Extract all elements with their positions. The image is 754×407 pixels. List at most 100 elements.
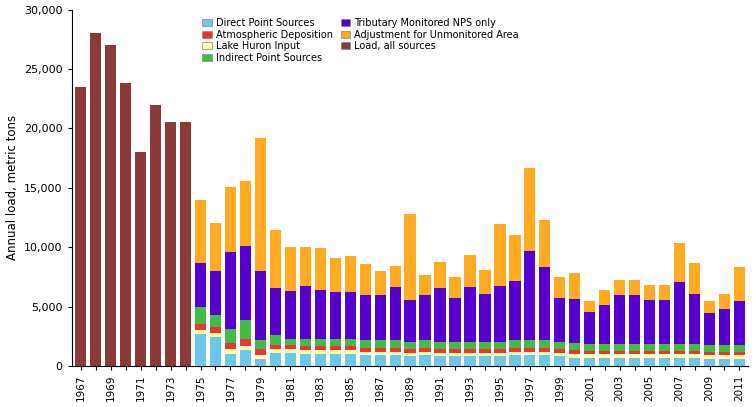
Bar — [329, 339, 341, 346]
Bar — [449, 357, 461, 366]
Bar — [240, 350, 251, 366]
Bar — [614, 280, 625, 295]
Bar — [509, 281, 520, 340]
Y-axis label: Annual load, metric tons: Annual load, metric tons — [5, 115, 19, 260]
Bar — [554, 349, 566, 353]
Bar — [689, 351, 700, 354]
Bar — [225, 329, 236, 344]
Bar — [404, 214, 415, 300]
Bar — [449, 353, 461, 357]
Bar — [719, 355, 730, 359]
Bar — [674, 358, 685, 366]
Bar — [569, 358, 581, 366]
Bar — [644, 285, 655, 300]
Bar — [539, 348, 550, 352]
Bar — [659, 285, 670, 300]
Bar — [390, 340, 400, 348]
Bar — [524, 352, 535, 355]
Bar — [719, 359, 730, 366]
Bar — [689, 344, 700, 351]
Bar — [314, 248, 326, 291]
Bar — [495, 357, 505, 366]
Bar — [674, 351, 685, 354]
Bar — [270, 345, 281, 349]
Bar — [495, 353, 505, 357]
Bar — [375, 271, 386, 295]
Bar — [390, 265, 400, 287]
Bar — [195, 330, 206, 334]
Bar — [569, 299, 581, 343]
Bar — [360, 348, 371, 352]
Bar — [404, 349, 415, 353]
Bar — [629, 280, 640, 295]
Bar — [255, 354, 266, 359]
Bar — [434, 357, 446, 366]
Bar — [360, 352, 371, 355]
Bar — [375, 295, 386, 340]
Bar — [240, 246, 251, 319]
Bar — [539, 352, 550, 355]
Bar — [449, 278, 461, 298]
Bar — [225, 354, 236, 366]
Bar — [195, 200, 206, 263]
Bar — [599, 305, 610, 344]
Bar — [285, 291, 296, 339]
Bar — [554, 353, 566, 357]
Bar — [210, 333, 221, 337]
Bar — [644, 351, 655, 354]
Bar — [524, 340, 535, 348]
Bar — [225, 252, 236, 329]
Bar — [345, 346, 356, 350]
Bar — [689, 294, 700, 344]
Bar — [419, 295, 431, 340]
Bar — [584, 302, 596, 312]
Bar — [524, 355, 535, 366]
Bar — [524, 251, 535, 340]
Bar — [719, 346, 730, 352]
Bar — [299, 286, 311, 339]
Bar — [659, 354, 670, 358]
Bar — [375, 340, 386, 348]
Bar — [345, 354, 356, 366]
Bar — [599, 351, 610, 354]
Bar — [464, 341, 476, 349]
Bar — [314, 346, 326, 350]
Bar — [509, 235, 520, 281]
Bar — [689, 263, 700, 294]
Bar — [584, 312, 596, 344]
Bar — [375, 348, 386, 352]
Bar — [449, 298, 461, 341]
Bar — [240, 181, 251, 246]
Bar — [524, 348, 535, 352]
Bar — [554, 357, 566, 366]
Bar — [614, 344, 625, 351]
Bar — [464, 287, 476, 341]
Bar — [255, 359, 266, 366]
Bar — [644, 358, 655, 366]
Bar — [719, 352, 730, 355]
Bar — [375, 355, 386, 366]
Bar — [734, 302, 745, 346]
Bar — [419, 275, 431, 295]
Bar — [554, 278, 566, 298]
Bar — [240, 346, 251, 350]
Bar — [195, 334, 206, 366]
Bar — [464, 353, 476, 357]
Bar — [704, 355, 715, 359]
Bar — [419, 348, 431, 352]
Bar — [329, 292, 341, 339]
Bar — [584, 344, 596, 351]
Bar — [539, 340, 550, 348]
Bar — [644, 354, 655, 358]
Bar — [390, 352, 400, 355]
Bar — [299, 346, 311, 350]
Bar — [614, 351, 625, 354]
Bar — [285, 339, 296, 345]
Bar — [495, 286, 505, 341]
Bar — [539, 221, 550, 267]
Bar — [390, 287, 400, 340]
Bar — [270, 287, 281, 335]
Bar — [464, 255, 476, 287]
Bar — [434, 288, 446, 341]
Bar — [704, 346, 715, 352]
